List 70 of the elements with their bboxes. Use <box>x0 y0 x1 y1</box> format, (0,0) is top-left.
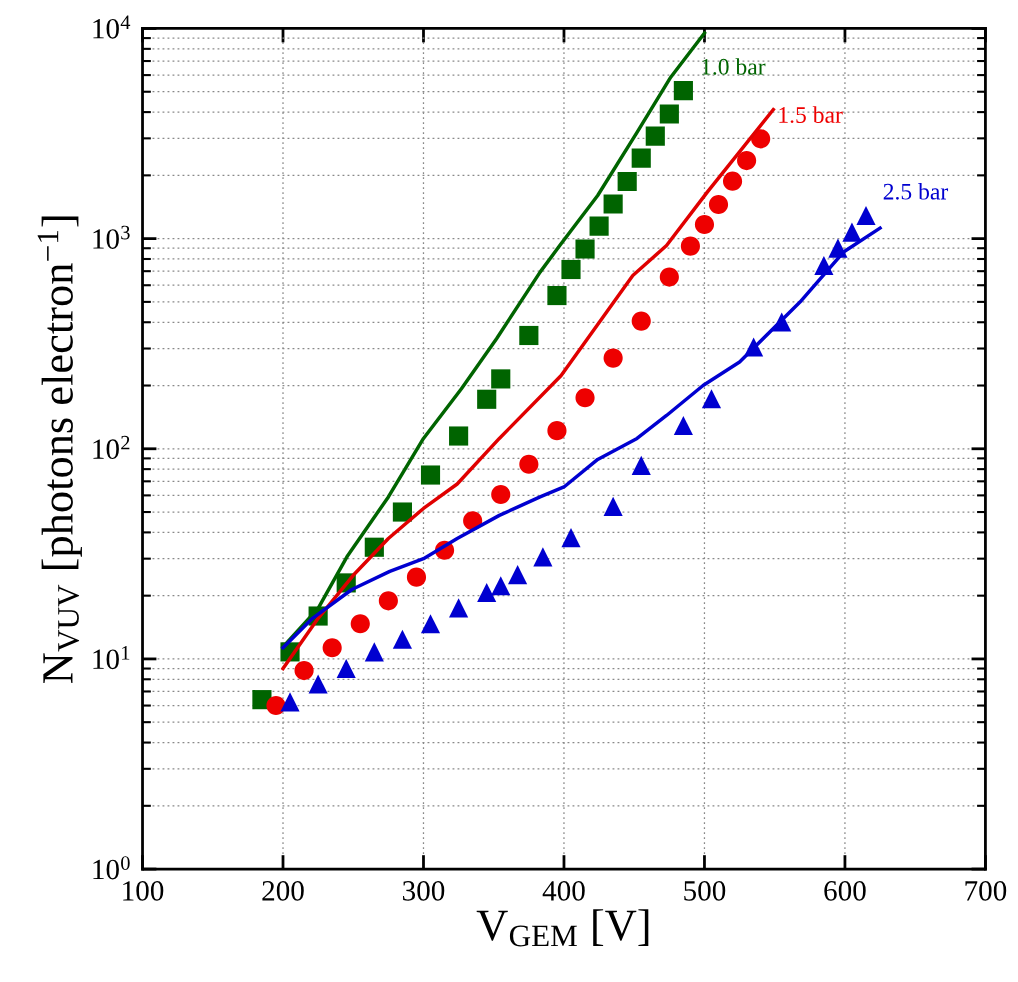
point <box>547 285 567 306</box>
point <box>561 527 581 548</box>
line-series <box>281 107 776 671</box>
point <box>364 642 384 662</box>
point <box>392 629 412 649</box>
point <box>708 194 729 215</box>
point <box>519 454 539 474</box>
point <box>575 239 595 259</box>
point <box>701 389 722 409</box>
y-tick-label: 10$^{0}$ <box>93 856 130 880</box>
point <box>842 222 862 242</box>
y-tick-label: 10$^{1}$ <box>93 646 130 670</box>
point <box>603 348 623 368</box>
y-tick-label: 10$^{3}$ <box>93 225 130 249</box>
point <box>737 151 757 171</box>
point <box>378 591 398 611</box>
point <box>477 389 497 409</box>
point <box>322 638 342 658</box>
point <box>589 216 609 236</box>
point <box>477 582 497 603</box>
point <box>308 674 328 694</box>
point <box>617 171 637 192</box>
point <box>449 598 469 618</box>
point <box>336 658 356 679</box>
x-tick-label: 300 <box>403 881 445 901</box>
point <box>575 388 595 408</box>
point <box>406 567 427 587</box>
point <box>631 148 651 168</box>
point <box>491 369 511 389</box>
point <box>631 455 651 475</box>
point <box>420 465 441 485</box>
series-label: 1.0 bar <box>702 58 766 75</box>
point <box>392 502 412 522</box>
y-tick-label: 10$^{2}$ <box>93 435 130 460</box>
point <box>694 214 715 235</box>
point <box>449 426 469 446</box>
point <box>673 81 693 101</box>
point <box>722 171 743 191</box>
point <box>547 421 567 441</box>
point <box>519 325 539 346</box>
point <box>266 695 286 716</box>
point <box>561 259 581 280</box>
point <box>856 205 876 226</box>
point <box>491 484 511 505</box>
point <box>491 576 511 596</box>
x-tick-label: 700 <box>965 881 1007 901</box>
point <box>673 415 693 436</box>
point <box>280 692 300 712</box>
y-axis-title: N$_{VUV}$ [photons electron$^{−1}$] <box>37 216 82 684</box>
x-tick-label: 200 <box>262 881 304 901</box>
series-label: 1.5 bar <box>779 106 843 124</box>
point <box>680 236 700 256</box>
series-label: 2.5 bar <box>883 183 949 200</box>
x-tick-label: 500 <box>684 881 726 901</box>
y-tick-label: 10$^{4}$ <box>93 15 131 39</box>
point <box>294 661 314 681</box>
x-tick-label: 400 <box>542 881 585 901</box>
x-tick-label: 100 <box>123 881 164 901</box>
x-tick-label: 600 <box>824 881 866 901</box>
x-axis-title: V$_{GEM}$ [V] <box>476 909 649 947</box>
point <box>350 614 370 634</box>
point <box>631 311 651 331</box>
point <box>645 126 665 146</box>
point <box>603 194 623 214</box>
point <box>603 496 623 516</box>
point <box>659 104 679 124</box>
point <box>659 267 679 287</box>
point <box>508 565 528 585</box>
point <box>420 614 441 634</box>
point <box>533 547 553 567</box>
